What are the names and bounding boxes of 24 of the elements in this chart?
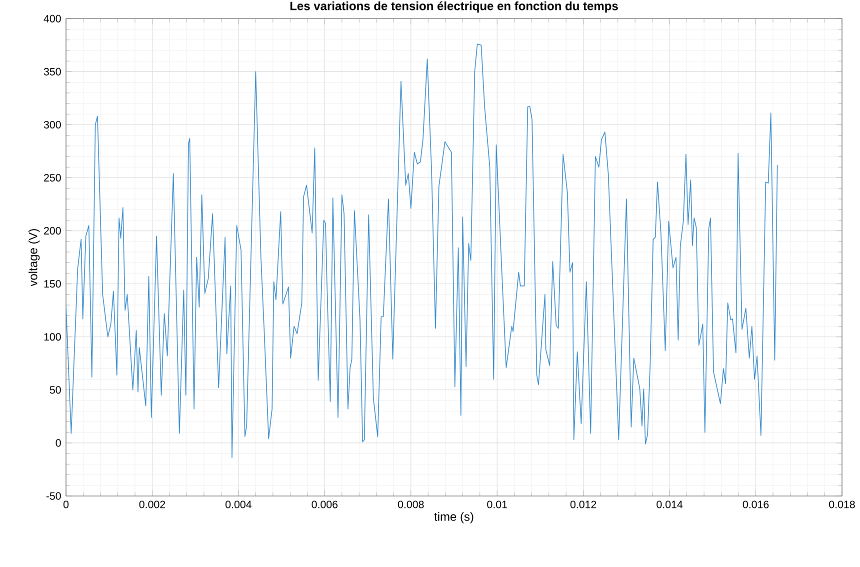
x-tick-label: 0.018 (829, 500, 855, 508)
y-axis-title: voltage (V) (28, 229, 40, 286)
y-tick-label: 0 (56, 439, 61, 447)
x-axis-title: time (s) (434, 512, 474, 524)
line-series (66, 44, 778, 458)
y-tick-label: 300 (44, 120, 61, 129)
x-tick-label: 0.006 (312, 500, 338, 508)
x-tick-label: 0.008 (398, 500, 424, 508)
chart-title: Les variations de tension électrique en fonction du temps (290, 1, 618, 13)
x-tick-label: 0.014 (656, 500, 683, 508)
x-tick-label: 0.002 (139, 500, 166, 508)
x-tick-label: 0.012 (570, 500, 596, 508)
x-tick-label: 0 (63, 500, 69, 508)
y-tick-label: 200 (44, 227, 61, 235)
x-tick-label: 0.016 (742, 500, 769, 508)
y-tick-label: 150 (44, 280, 61, 288)
x-tick-label: 0.004 (226, 500, 252, 508)
x-tick-label: 0.01 (487, 500, 507, 508)
y-tick-label: 350 (44, 68, 61, 76)
y-tick-label: 400 (44, 14, 61, 22)
y-tick-label: -50 (46, 492, 61, 500)
y-tick-label: 100 (44, 333, 61, 341)
y-tick-label: 250 (44, 174, 61, 182)
y-tick-label: 50 (50, 386, 61, 394)
